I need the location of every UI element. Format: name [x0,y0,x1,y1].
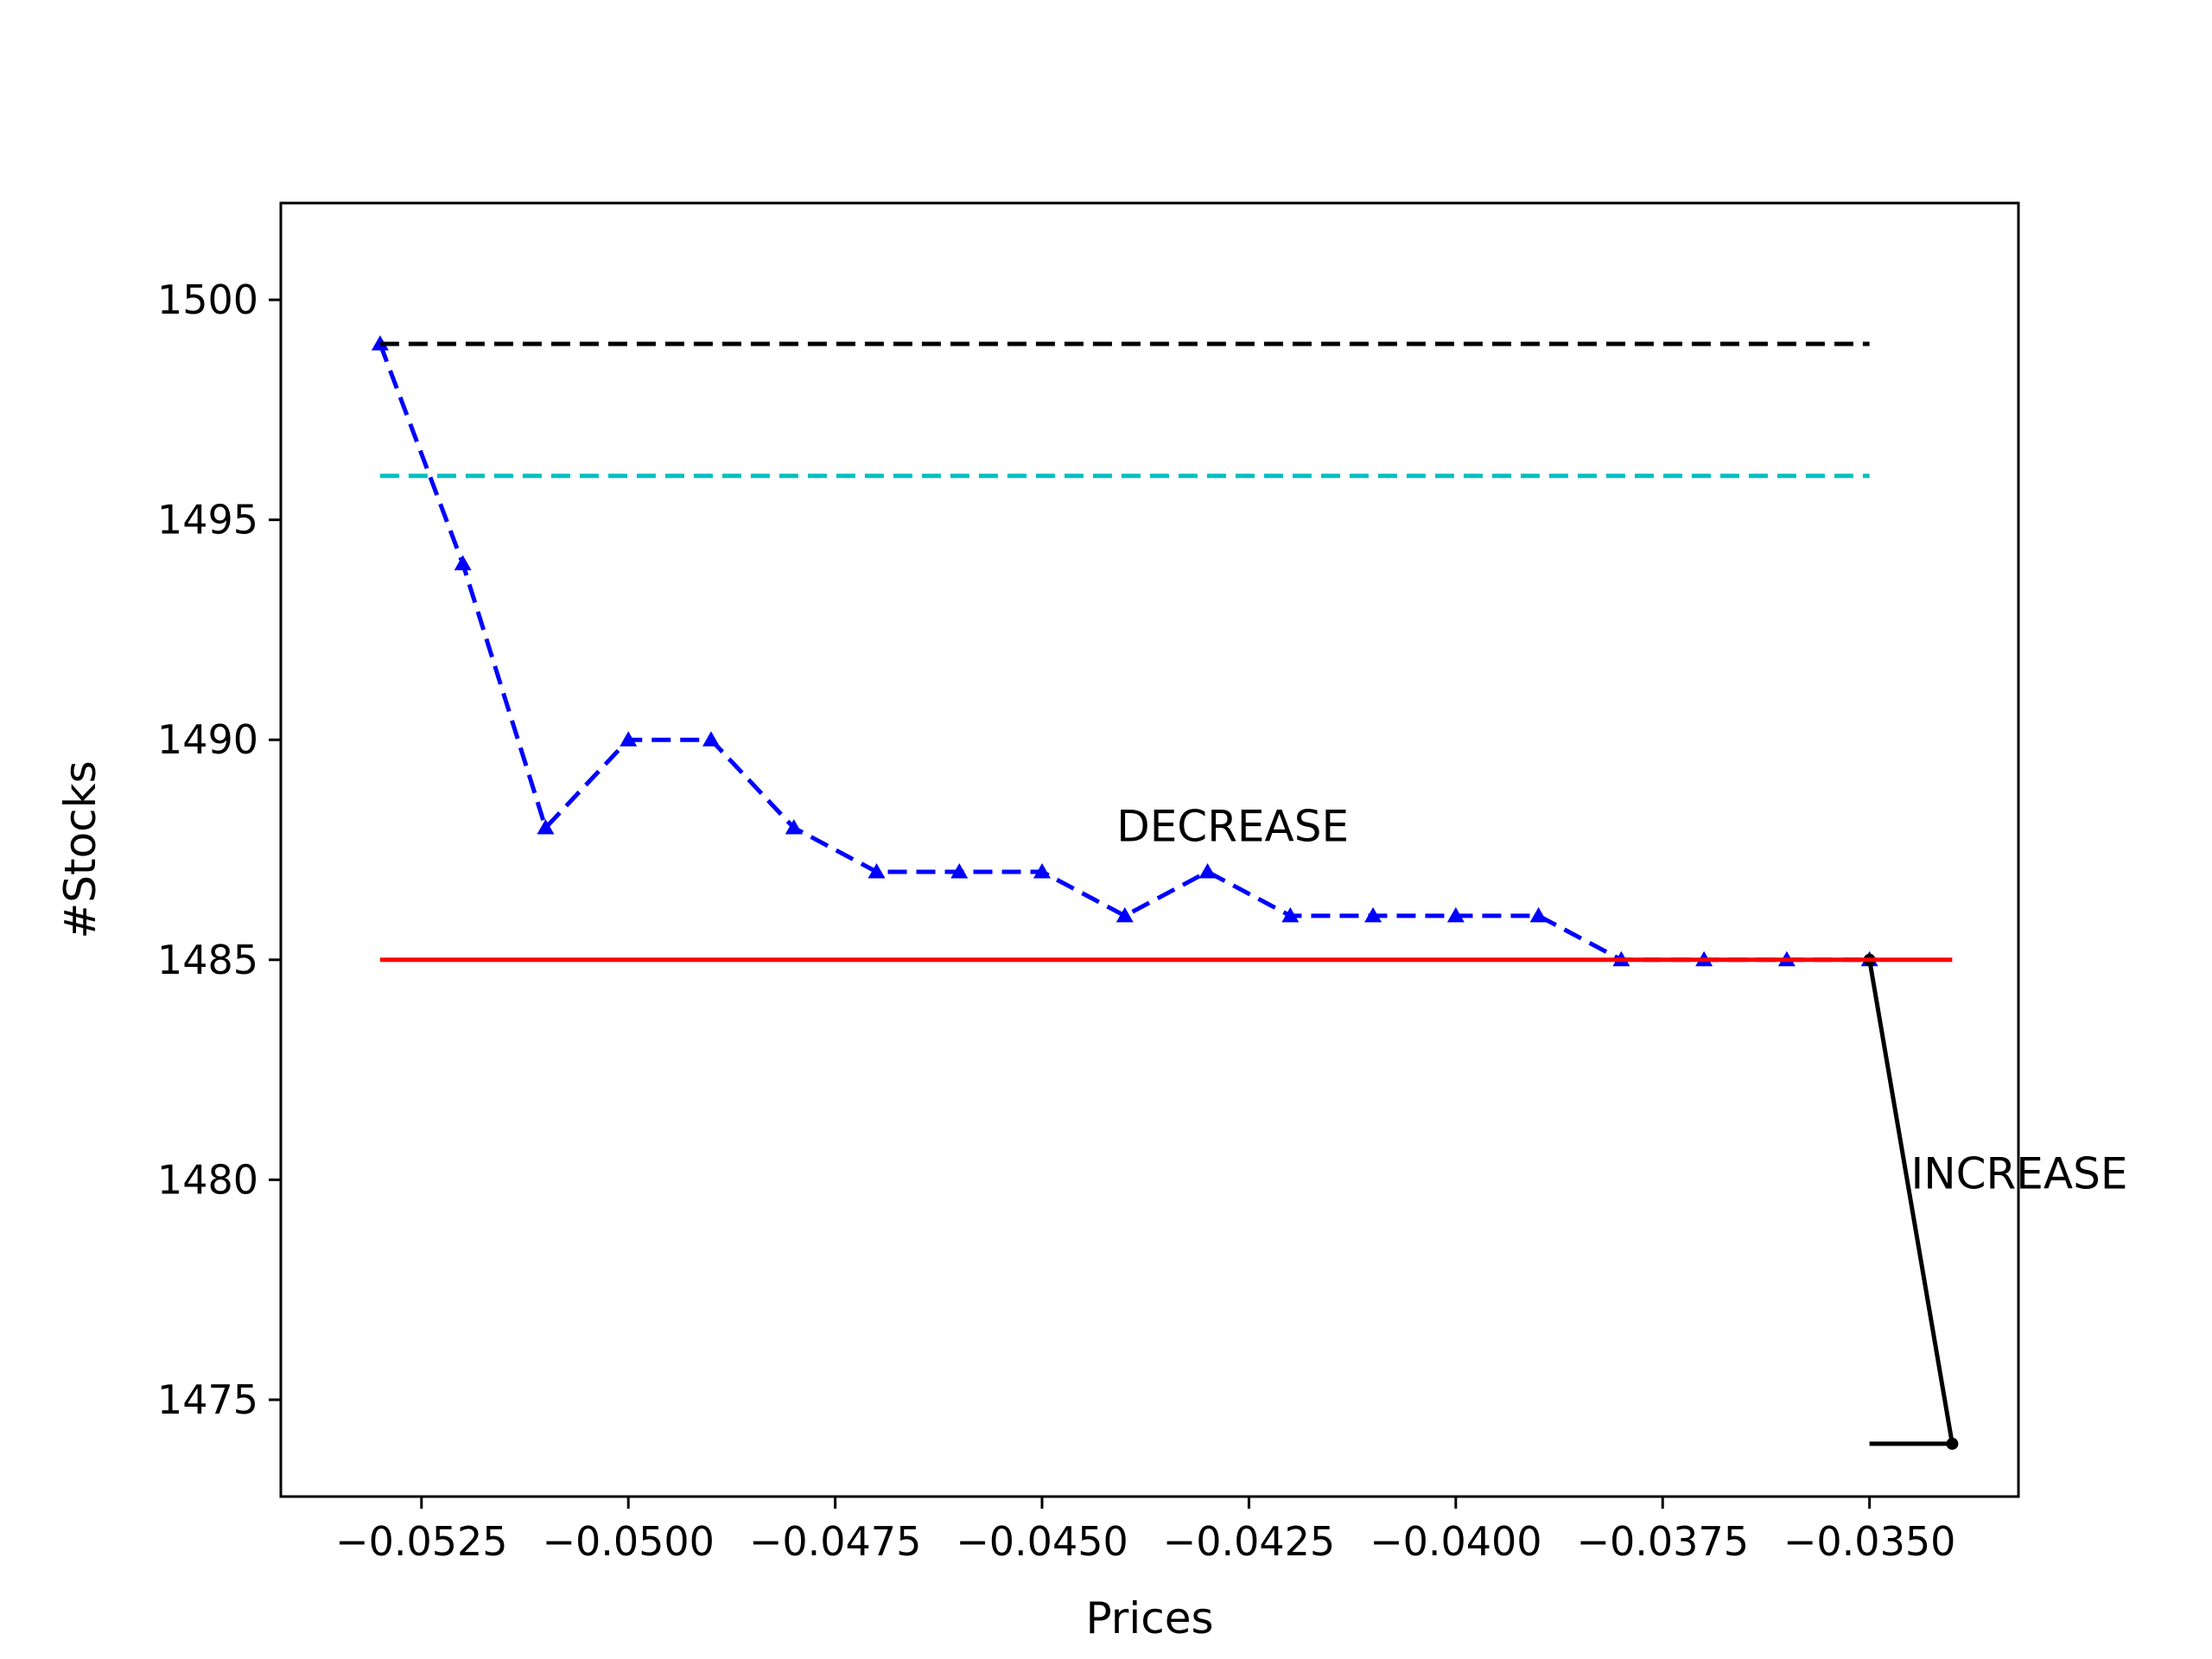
data-point-marker [1364,906,1382,923]
data-point-marker [950,862,969,879]
data-point-marker [1946,1437,1959,1450]
x-tick-label: −0.0375 [1576,1518,1749,1565]
x-tick-label: −0.0450 [956,1518,1128,1565]
data-point-marker [620,731,638,747]
x-tick-label: −0.0400 [1370,1518,1542,1565]
x-axis-ticks: −0.0525 −0.0500 −0.0475 −0.0450 −0.0425 −0.04… [335,1497,1955,1565]
data-point-marker [868,862,886,879]
data-point-marker [1033,862,1052,879]
x-tick-label: −0.0475 [749,1518,922,1565]
data-point-marker [1116,906,1134,923]
data-point-marker [1281,906,1300,923]
data-point-marker [1529,906,1548,923]
y-tick-label: 1480 [157,1156,258,1203]
y-tick-label: 1475 [157,1376,258,1423]
y-axis-ticks: 1475 1480 1485 1490 1495 1500 [157,276,281,1423]
y-tick-label: 1485 [157,937,258,983]
data-point-marker [537,819,555,835]
x-tick-label: −0.0525 [335,1518,508,1565]
series-line-0 [378,343,1870,963]
series-line-1 [1867,959,1955,1446]
x-tick-label: −0.0425 [1163,1518,1336,1565]
annotation-increase: INCREASE [1911,1149,2128,1199]
x-tick-label: −0.0350 [1783,1518,1956,1565]
annotations: DECREASE INCREASE [1116,801,2127,1198]
x-tick-label: −0.0500 [542,1518,715,1565]
y-tick-label: 1490 [157,716,258,763]
y-tick-label: 1500 [157,276,258,323]
data-point-marker [1446,906,1465,923]
data-point-marker [702,731,720,747]
series-layer [371,334,1959,1450]
data-point-marker [1198,862,1217,879]
x-axis-label: Prices [1085,1593,1213,1643]
data-point-marker [785,819,803,835]
y-tick-label: 1495 [157,497,258,543]
plot-frame [279,201,2020,1498]
annotation-decrease: DECREASE [1116,801,1349,851]
data-point-marker [454,555,472,571]
y-axis-label: #Stocks [55,760,105,938]
